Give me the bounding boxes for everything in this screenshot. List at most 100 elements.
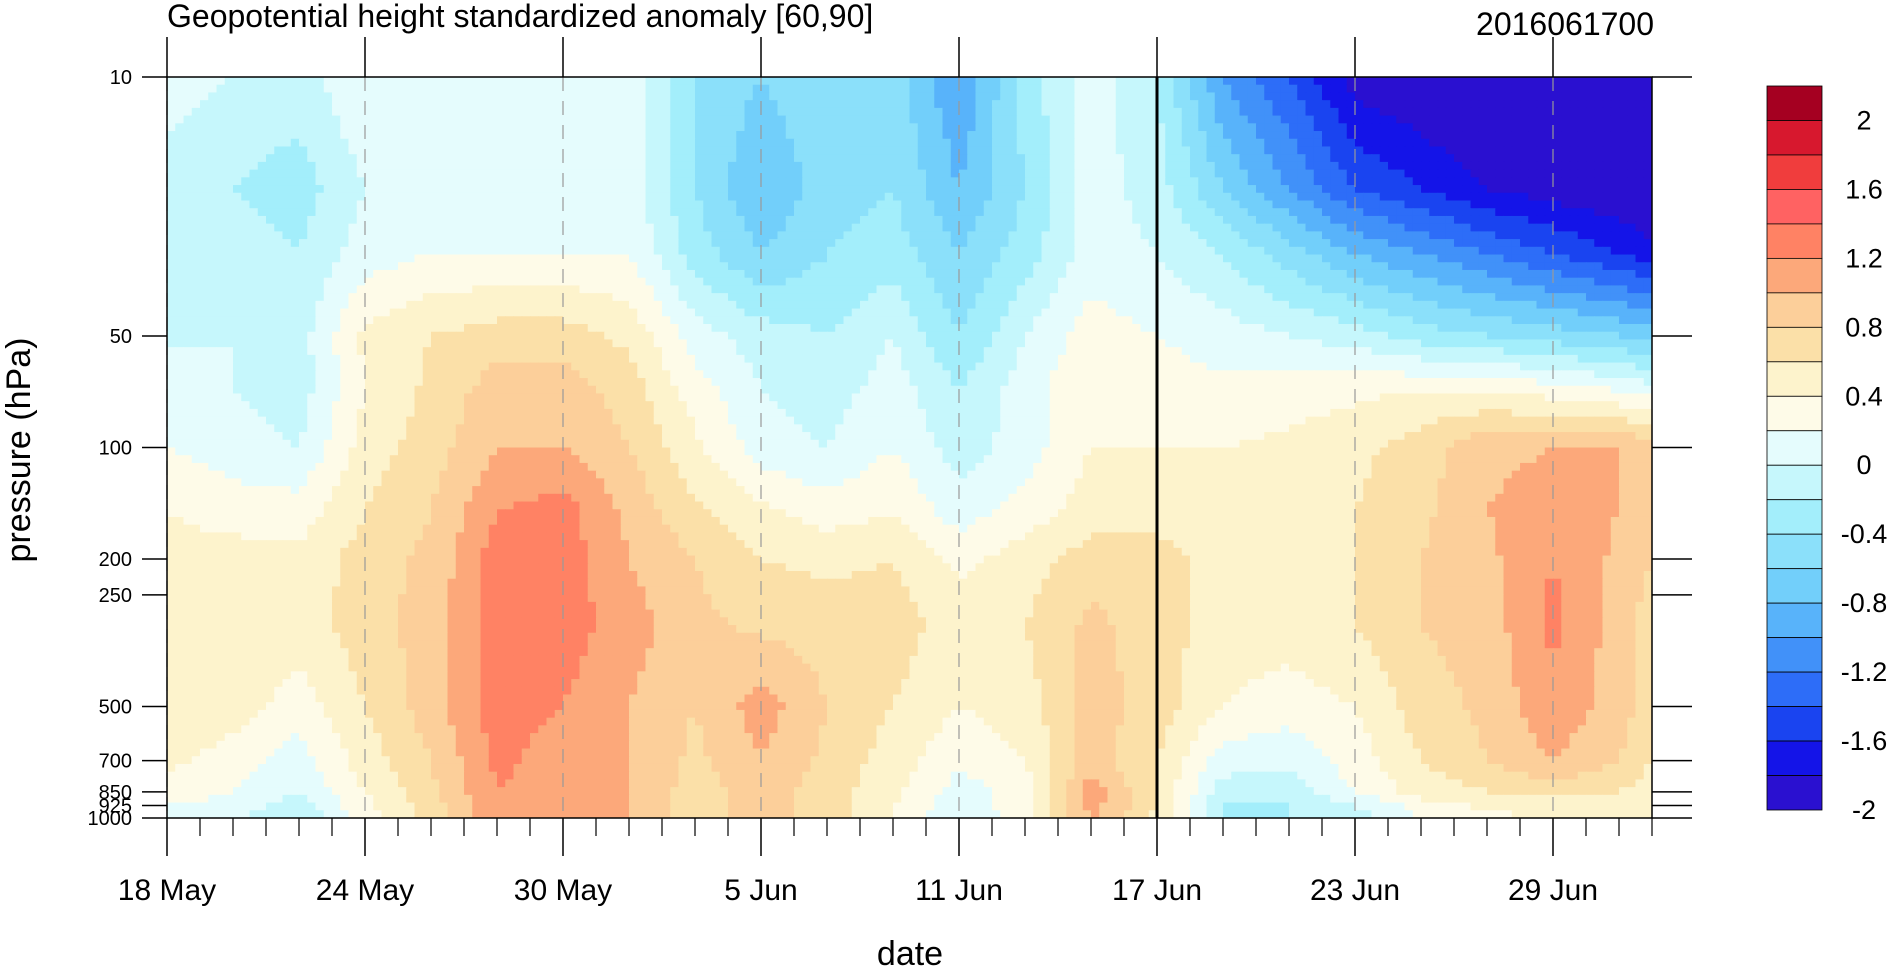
contour-cell <box>637 131 647 140</box>
contour-cell <box>818 115 828 124</box>
contour-cell <box>1404 200 1414 209</box>
contour-cell <box>290 100 300 109</box>
contour-cell <box>1206 169 1216 178</box>
contour-cell <box>1594 131 1604 140</box>
contour-cell <box>959 285 968 294</box>
contour-cell <box>1388 131 1397 140</box>
contour-cell <box>579 123 589 132</box>
contour-cell <box>1635 115 1645 124</box>
contour-cell <box>1157 131 1166 140</box>
contour-cell <box>191 200 201 209</box>
contour-cell <box>1404 215 1414 225</box>
contour-cell <box>340 146 350 155</box>
contour-cell <box>1561 192 1571 202</box>
contour-cell <box>1041 161 1051 171</box>
contour-cell <box>1454 77 1463 86</box>
contour-cell <box>1594 185 1604 194</box>
contour-cell <box>851 239 861 248</box>
contour-cell <box>670 208 680 217</box>
contour-cell <box>1338 161 1348 171</box>
contour-cell <box>266 107 275 117</box>
contour-cell <box>1132 254 1142 263</box>
contour-cell <box>274 262 284 271</box>
contour-cell <box>645 239 655 248</box>
contour-cell <box>893 254 902 263</box>
contour-cell <box>422 262 432 271</box>
contour-cell <box>1041 192 1051 202</box>
contour-cell <box>365 154 374 163</box>
contour-cell <box>530 185 539 194</box>
contour-cell <box>1132 123 1142 132</box>
contour-cell <box>1190 239 1199 248</box>
contour-cell <box>348 161 358 171</box>
contour-cell <box>934 254 944 263</box>
contour-cell <box>1041 262 1051 271</box>
contour-cell <box>1280 246 1290 256</box>
contour-cell <box>1025 154 1034 163</box>
contour-cell <box>934 269 944 279</box>
contour-cell <box>926 200 935 209</box>
contour-cell <box>909 262 919 271</box>
contour-cell <box>439 77 449 86</box>
contour-cell <box>587 154 597 163</box>
contour-cell <box>1264 246 1274 256</box>
contour-cell <box>909 100 919 109</box>
contour-cell <box>1627 200 1637 209</box>
contour-cell <box>323 223 333 232</box>
contour-cell <box>711 269 721 279</box>
contour-cell <box>1000 115 1010 124</box>
contour-cell <box>1074 77 1084 86</box>
contour-cell <box>1421 269 1430 279</box>
contour-cell <box>1412 223 1422 232</box>
contour-cell <box>851 177 861 186</box>
contour-cell <box>917 154 927 163</box>
contour-cell <box>282 262 292 271</box>
contour-cell <box>1511 215 1521 225</box>
contour-cell <box>1454 177 1463 186</box>
contour-cell <box>868 208 878 217</box>
contour-cell <box>257 146 267 155</box>
contour-cell <box>653 277 663 287</box>
contour-cell <box>728 231 737 240</box>
contour-cell <box>1016 92 1026 101</box>
contour-cell <box>505 154 515 163</box>
contour-cell <box>1627 177 1637 186</box>
contour-cell <box>901 100 911 109</box>
contour-cell <box>620 285 630 294</box>
contour-cell <box>1066 254 1076 263</box>
contour-cell <box>604 123 614 132</box>
contour-cell <box>1412 131 1422 140</box>
contour-cell <box>579 269 589 279</box>
contour-cell <box>1190 154 1199 163</box>
contour-cell <box>505 138 515 148</box>
contour-cell <box>373 215 383 225</box>
contour-cell <box>596 131 605 140</box>
contour-cell <box>769 262 779 271</box>
contour-cell <box>554 77 564 86</box>
contour-cell <box>1264 200 1274 209</box>
contour-cell <box>257 154 267 163</box>
contour-cell <box>612 123 622 132</box>
contour-cell <box>1412 107 1422 117</box>
contour-cell <box>1503 246 1513 256</box>
contour-cell <box>612 285 622 294</box>
contour-cell <box>810 84 820 94</box>
contour-cell <box>1437 254 1447 263</box>
contour-cell <box>1478 161 1488 171</box>
contour-cell <box>332 223 341 232</box>
contour-cell <box>992 231 1001 240</box>
contour-cell <box>868 131 878 140</box>
contour-cell <box>315 192 325 202</box>
contour-cell <box>1569 123 1579 132</box>
contour-cell <box>200 185 209 194</box>
contour-cell <box>1528 84 1538 94</box>
contour-cell <box>926 239 935 248</box>
contour-cell <box>1619 169 1628 178</box>
contour-cell <box>728 208 737 217</box>
contour-cell <box>1569 154 1579 163</box>
contour-cell <box>1322 131 1331 140</box>
contour-cell <box>703 200 713 209</box>
contour-cell <box>884 239 894 248</box>
contour-cell <box>1099 100 1109 109</box>
contour-cell <box>488 138 498 148</box>
